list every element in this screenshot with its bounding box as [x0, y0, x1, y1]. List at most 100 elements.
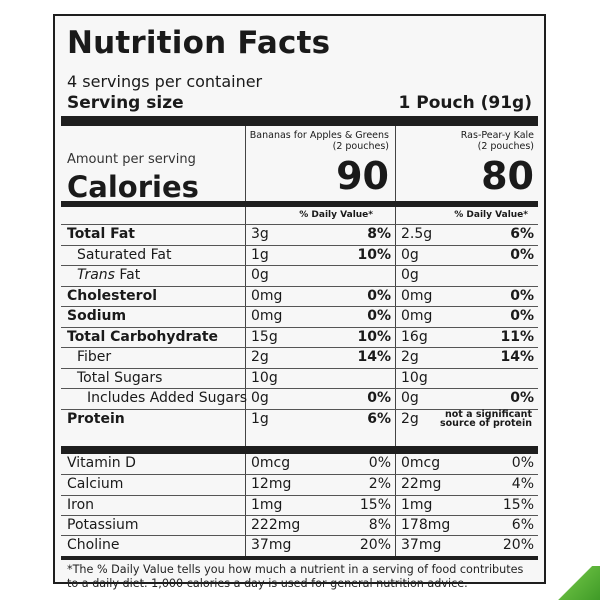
percent-col2: 6%	[511, 516, 534, 533]
amount-col2: 2g	[401, 410, 419, 427]
amount-col2: 2.5g	[401, 226, 433, 242]
percent-col2: 4%	[511, 476, 534, 493]
amount-col1: 0g	[251, 390, 269, 406]
percent-col2: 0%	[510, 287, 534, 304]
packaging-green-corner	[540, 566, 600, 600]
product-name-note: (2 pouches)	[332, 141, 389, 152]
daily-value-header-col2: % Daily Value*	[454, 210, 528, 220]
nutrient-name: Saturated Fat	[77, 246, 172, 263]
vitamin-name: Iron	[67, 496, 95, 513]
vitamin-row-calcium: Calcium 12mg 2% 22mg 4%	[61, 474, 538, 494]
product-name-note: (2 pouches)	[477, 141, 534, 152]
thick-divider	[61, 116, 538, 126]
amount-col1: 2g	[251, 349, 269, 365]
amount-col2: 10g	[401, 369, 428, 386]
nutrient-row-fiber: Fiber 2g 14% 2g 14%	[61, 347, 538, 368]
percent-col1: 8%	[368, 516, 391, 533]
percent-col1: 0%	[367, 390, 391, 406]
protein-note-line2: source of protein	[440, 417, 532, 429]
amount-col1: 0mg	[251, 308, 283, 324]
amount-col2: 22mg	[401, 476, 442, 493]
percent-col2: 0%	[510, 246, 534, 263]
amount-per-serving: Amount per serving	[67, 152, 196, 167]
column-divider-2-lower	[395, 454, 396, 556]
percent-col2: 11%	[500, 328, 534, 345]
daily-value-footnote: *The % Daily Value tells you how much a …	[67, 563, 524, 590]
serving-size-row: Serving size 1 Pouch (91g)	[67, 93, 532, 113]
amount-col2: 0mg	[401, 287, 433, 304]
panel-title: Nutrition Facts	[67, 25, 331, 61]
vitamin-row-vitamin-d: Vitamin D 0mcg 0% 0mcg 0%	[61, 454, 538, 474]
calories-row: Amount per serving Calories Bananas for …	[61, 126, 540, 204]
nutrient-row-trans-fat: Trans Fat 0g 0g	[61, 265, 538, 286]
vitamin-name: Calcium	[67, 476, 124, 493]
calories-value: 80	[481, 154, 534, 198]
nutrient-name: Trans Fat	[77, 267, 140, 283]
nutrient-name: Cholesterol	[67, 287, 157, 304]
percent-col2: 0%	[510, 308, 534, 324]
percent-col2: 0%	[510, 390, 534, 406]
amount-col1: 37mg	[251, 537, 292, 554]
amount-col1: 0mcg	[251, 455, 291, 471]
column-divider-1-lower	[245, 454, 246, 556]
percent-col1: 15%	[359, 496, 391, 513]
percent-col1: 8%	[367, 226, 391, 242]
vitamin-row-iron: Iron 1mg 15% 1mg 15%	[61, 494, 538, 515]
amount-col2: 16g	[401, 328, 428, 345]
servings-per-container: 4 servings per container	[67, 72, 263, 91]
amount-col2: 0g	[401, 390, 419, 406]
amount-col1: 1g	[251, 246, 269, 263]
amount-col1: 222mg	[251, 516, 301, 533]
amount-col2: 2g	[401, 349, 419, 365]
percent-col1: 14%	[357, 349, 391, 365]
serving-size-value: 1 Pouch (91g)	[398, 93, 532, 113]
percent-col2: 20%	[502, 537, 534, 554]
trans-italic: Trans	[77, 267, 115, 283]
percent-col1: 10%	[357, 246, 391, 263]
vitamin-name: Choline	[67, 537, 120, 554]
vitamin-name: Vitamin D	[67, 455, 136, 471]
percent-col2: 14%	[500, 349, 534, 365]
amount-col2: 0mg	[401, 308, 433, 324]
amount-col2: 0g	[401, 246, 419, 263]
amount-col1: 15g	[251, 328, 278, 345]
amount-col1: 10g	[251, 369, 278, 386]
vitamin-rows: Vitamin D 0mcg 0% 0mcg 0% Calcium 12mg 2…	[61, 454, 538, 555]
amount-col2: 1mg	[401, 496, 433, 513]
percent-col1: 20%	[359, 537, 391, 554]
percent-col1: 2%	[368, 476, 391, 493]
percent-col1: 0%	[368, 455, 391, 471]
daily-value-header: % Daily Value* % Daily Value*	[61, 207, 538, 224]
vitamin-row-choline: Choline 37mg 20% 37mg 20%	[61, 535, 538, 555]
calories-label-cell: Amount per serving Calories	[61, 126, 245, 204]
nutrient-row-protein: Protein 1g 6% 2g not a significant sourc…	[61, 408, 538, 430]
nutrient-rows: Total Fat 3g 8% 2.5g 6% Saturated Fat 1g…	[61, 224, 538, 429]
medium-divider	[61, 201, 538, 207]
daily-value-header-col1: % Daily Value*	[299, 210, 373, 220]
trans-rest: Fat	[114, 267, 141, 283]
percent-col2: 0%	[511, 455, 534, 471]
nutrient-row-sodium: Sodium 0mg 0% 0mg 0%	[61, 306, 538, 327]
footnote-divider	[61, 556, 538, 560]
amount-col1: 1g	[251, 410, 269, 427]
product-name-line: Bananas for Apples & Greens	[249, 130, 389, 141]
nutrient-name: Fiber	[77, 349, 112, 365]
percent-col1: 10%	[357, 328, 391, 345]
nutrient-row-total-fat: Total Fat 3g 8% 2.5g 6%	[61, 224, 538, 245]
protein-note: not a significant source of protein	[440, 408, 532, 429]
nutrient-name: Includes Added Sugars	[87, 390, 248, 406]
vitamin-name: Potassium	[67, 516, 139, 533]
amount-col1: 0mg	[251, 287, 283, 304]
product-name: Ras-Pear-y Kale (2 pouches)	[461, 130, 534, 152]
percent-col1: 0%	[367, 287, 391, 304]
protein-note-line1: not a significant	[445, 408, 532, 420]
amount-col2: 37mg	[401, 537, 442, 554]
nutrient-name: Total Carbohydrate	[67, 328, 219, 345]
nutrient-name: Protein	[67, 410, 125, 427]
product-column-1: Bananas for Apples & Greens (2 pouches) …	[245, 126, 395, 201]
nutrition-facts-panel: Nutrition Facts 4 servings per container…	[53, 14, 546, 590]
product-name-line: Ras-Pear-y Kale	[460, 130, 534, 141]
product-column-2: Ras-Pear-y Kale (2 pouches) 80	[395, 126, 540, 201]
vitamin-row-potassium: Potassium 222mg 8% 178mg 6%	[61, 514, 538, 535]
percent-col1: 0%	[367, 308, 391, 324]
